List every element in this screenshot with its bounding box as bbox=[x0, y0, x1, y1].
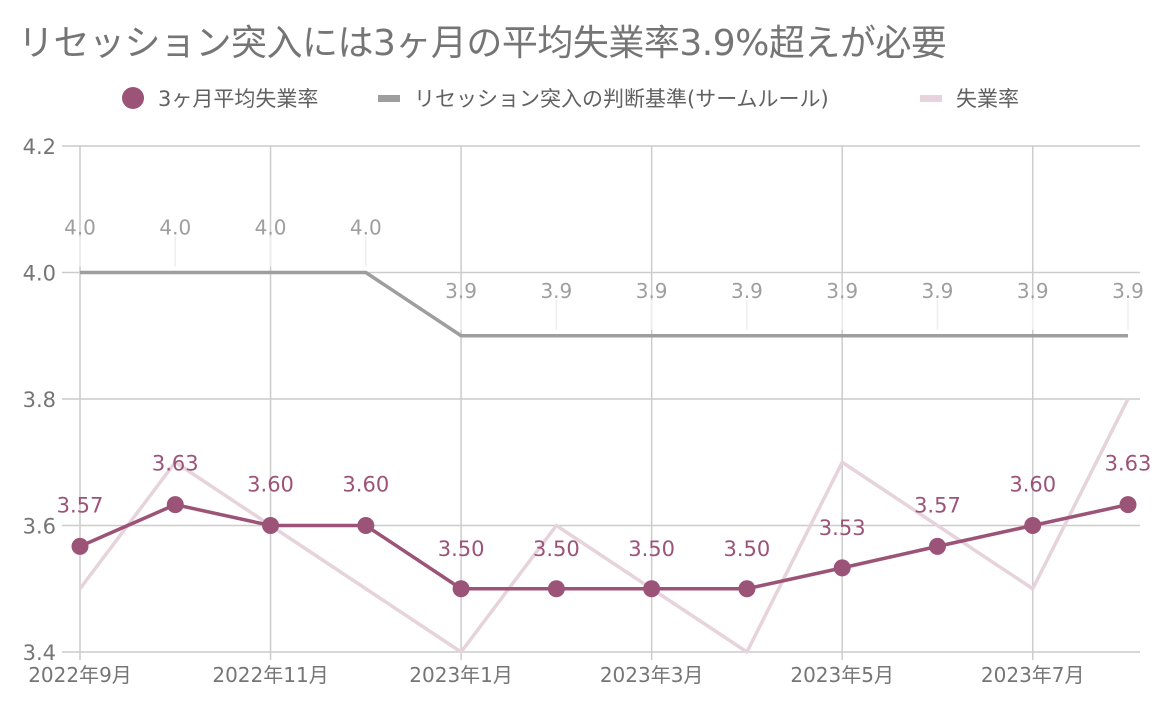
legend: 3ヶ月平均失業率 リセッション突入の判断基準(サームルール) 失業率 bbox=[0, 80, 1164, 116]
series-point-avg bbox=[357, 517, 375, 534]
x-tick-label: 2022年9月 bbox=[28, 663, 132, 687]
gridlines bbox=[62, 145, 1140, 660]
sahm-data-label: 3.9 bbox=[826, 279, 858, 303]
legend-swatch-avg bbox=[122, 87, 144, 109]
avg-data-label: 3.60 bbox=[247, 473, 294, 497]
sahm-data-label: 3.9 bbox=[1017, 279, 1049, 303]
y-tick-label: 4.0 bbox=[23, 262, 56, 286]
axis-labels: 3.4 3.6 3.8 4.0 4.2 2022年9月 2022年11月 2023年1月 202… bbox=[23, 135, 1085, 687]
series-point-avg bbox=[643, 580, 661, 598]
series-point-avg bbox=[452, 580, 470, 598]
data-labels: 4.0 4.0 4.0 4.0 3.9 3.9 3.9 3.9 3.9 3.9 3.9 3.9 3.57… bbox=[57, 216, 1152, 561]
legend-label-sahm: リセッション突入の判断基準(サームルール) bbox=[414, 87, 829, 111]
chart-title: リセッション突入には3ヶ月の平均失業率3.9%超えが必要 bbox=[18, 23, 947, 64]
avg-data-label: 3.63 bbox=[152, 452, 199, 476]
avg-data-label: 3.60 bbox=[342, 473, 389, 497]
legend-label-unemployment: 失業率 bbox=[956, 87, 1019, 111]
series-point-avg bbox=[71, 537, 89, 555]
legend-item-avg[interactable]: 3ヶ月平均失業率 bbox=[122, 80, 318, 116]
avg-data-label: 3.50 bbox=[533, 537, 580, 561]
series-point-avg bbox=[1119, 496, 1137, 514]
sahm-data-label: 3.9 bbox=[540, 279, 572, 303]
avg-data-label: 3.60 bbox=[1009, 473, 1056, 497]
y-tick-label: 3.8 bbox=[23, 388, 56, 412]
series-point-avg bbox=[1024, 517, 1042, 534]
legend-label-avg: 3ヶ月平均失業率 bbox=[158, 87, 319, 111]
avg-data-label: 3.63 bbox=[1105, 452, 1152, 476]
x-tick-label: 2023年1月 bbox=[409, 663, 513, 687]
legend-item-unemployment[interactable]: 失業率 bbox=[920, 80, 1019, 116]
sahm-data-label: 4.0 bbox=[350, 216, 382, 240]
sahm-data-label: 4.0 bbox=[255, 216, 287, 240]
sahm-data-label: 3.9 bbox=[731, 279, 763, 303]
legend-swatch-unemployment bbox=[920, 94, 942, 102]
x-tick-label: 2023年7月 bbox=[981, 663, 1085, 687]
legend-swatch-sahm bbox=[378, 94, 400, 102]
x-tick-label: 2023年3月 bbox=[600, 663, 704, 687]
y-tick-label: 4.2 bbox=[23, 135, 56, 159]
sahm-data-label: 3.9 bbox=[922, 279, 954, 303]
series-point-avg bbox=[833, 559, 851, 577]
avg-data-label: 3.57 bbox=[914, 493, 961, 517]
series-point-avg bbox=[547, 580, 565, 598]
y-tick-label: 3.4 bbox=[23, 641, 56, 665]
sahm-data-label: 4.0 bbox=[159, 216, 191, 240]
sahm-data-label: 3.9 bbox=[636, 279, 668, 303]
series-point-avg bbox=[738, 580, 756, 598]
avg-data-label: 3.53 bbox=[819, 516, 866, 540]
avg-data-label: 3.50 bbox=[628, 537, 675, 561]
y-tick-label: 3.6 bbox=[23, 515, 56, 539]
sahm-data-label: 3.9 bbox=[445, 279, 477, 303]
series-point-avg bbox=[928, 537, 946, 555]
series-line-avg bbox=[79, 502, 1129, 591]
avg-data-label: 3.57 bbox=[57, 493, 104, 517]
series-line-unemployment bbox=[78, 398, 1130, 654]
series-layer bbox=[71, 270, 1137, 654]
series-point-avg bbox=[262, 517, 280, 534]
avg-data-label: 3.50 bbox=[438, 537, 485, 561]
legend-item-sahm[interactable]: リセッション突入の判断基準(サームルール) bbox=[378, 80, 829, 116]
series-line-sahm bbox=[80, 270, 1128, 338]
x-tick-label: 2022年11月 bbox=[212, 663, 328, 687]
sahm-data-label: 4.0 bbox=[64, 216, 96, 240]
avg-data-label: 3.50 bbox=[724, 537, 771, 561]
x-tick-label: 2023年5月 bbox=[790, 663, 894, 687]
series-point-avg bbox=[166, 496, 184, 514]
sahm-data-label: 3.9 bbox=[1112, 279, 1144, 303]
